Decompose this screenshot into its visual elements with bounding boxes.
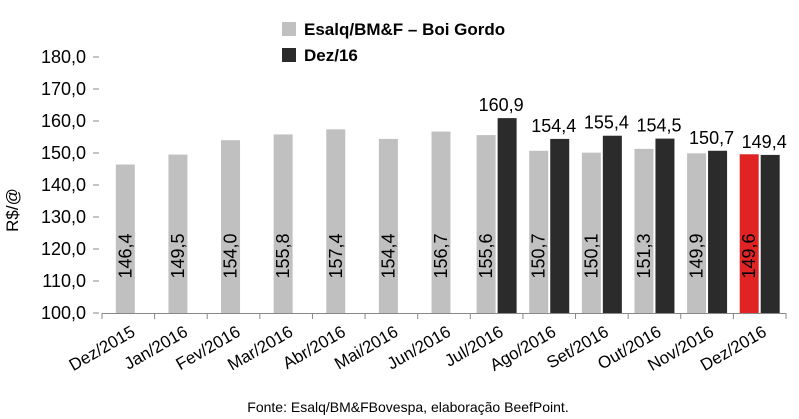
data-label-esalq: 149,6 [739, 233, 759, 278]
data-label-esalq: 151,3 [634, 233, 654, 278]
bar-dez16 [550, 138, 570, 313]
bar-dez16 [602, 135, 622, 313]
y-tick-label: 100,0 [41, 303, 86, 323]
y-tick-label: 140,0 [41, 175, 86, 195]
bar-dez16 [497, 118, 517, 314]
data-label-esalq: 155,8 [273, 233, 293, 278]
y-tick-label: 160,0 [41, 111, 86, 131]
bar-esalq [581, 152, 601, 313]
data-label-dez16: 150,7 [689, 128, 734, 148]
bar-esalq [476, 135, 496, 313]
legend-swatch-dez16 [282, 48, 296, 62]
data-label-esalq: 149,5 [168, 233, 188, 278]
source-note: Fonte: Esalq/BM&FBovespa, elaboração Bee… [247, 399, 568, 415]
data-label-esalq: 149,9 [687, 233, 707, 278]
bars: 146,4 149,5 154,0 155,8 157,4 154,4 156,7 155,6… [115, 95, 787, 314]
data-label-dez16: 154,5 [636, 116, 681, 136]
data-label-esalq: 157,4 [326, 233, 346, 278]
bar-esalq [378, 138, 398, 313]
x-axis: Dez/2015Jan/2016Fev/2016Mar/2016Abr/2016… [66, 313, 787, 375]
data-label-esalq: 150,1 [581, 233, 601, 278]
bar-dez16 [655, 138, 675, 313]
y-tick-label: 170,0 [41, 79, 86, 99]
y-axis-label: R$/@ [3, 188, 22, 232]
data-label-esalq: 154,0 [221, 233, 241, 278]
data-label-dez16: 149,4 [742, 132, 787, 152]
data-label-esalq: 150,7 [529, 233, 549, 278]
bar-esalq [529, 150, 549, 313]
bar-esalq [168, 154, 188, 313]
data-label-esalq: 156,7 [431, 233, 451, 278]
bar-dez16 [760, 154, 780, 313]
legend-label-esalq: Esalq/BM&F – Boi Gordo [304, 20, 505, 39]
data-label-esalq: 155,6 [476, 233, 496, 278]
y-tick-label: 130,0 [41, 207, 86, 227]
bar-esalq [273, 134, 293, 313]
legend: Esalq/BM&F – Boi Gordo Dez/16 [282, 20, 505, 65]
bar-esalq [634, 148, 654, 313]
data-label-dez16: 155,4 [584, 113, 629, 133]
bar-esalq [687, 153, 707, 313]
y-tick-label: 150,0 [41, 143, 86, 163]
y-tick-label: 110,0 [42, 271, 86, 291]
data-label-esalq: 146,4 [115, 233, 135, 278]
y-tick-label: 180,0 [41, 47, 86, 67]
bar-esalq [221, 140, 241, 313]
bar-esalq [115, 164, 135, 313]
bar-esalq [326, 129, 346, 313]
data-label-dez16: 160,9 [479, 95, 524, 115]
legend-label-dez16: Dez/16 [304, 46, 358, 65]
bar-esalq [739, 154, 759, 313]
y-tick-label: 120,0 [41, 239, 86, 259]
legend-swatch-esalq [282, 22, 296, 36]
data-label-esalq: 154,4 [378, 233, 398, 278]
bar-dez16 [708, 150, 728, 313]
y-axis: 100,0 110,0 120,0 130,0 140,0 150,0 160,0 170,0… [41, 47, 99, 323]
data-label-dez16: 154,4 [531, 116, 576, 136]
bar-esalq [431, 131, 451, 313]
